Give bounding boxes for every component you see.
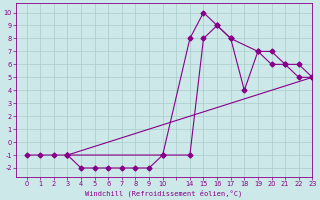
X-axis label: Windchill (Refroidissement éolien,°C): Windchill (Refroidissement éolien,°C) — [85, 189, 243, 197]
